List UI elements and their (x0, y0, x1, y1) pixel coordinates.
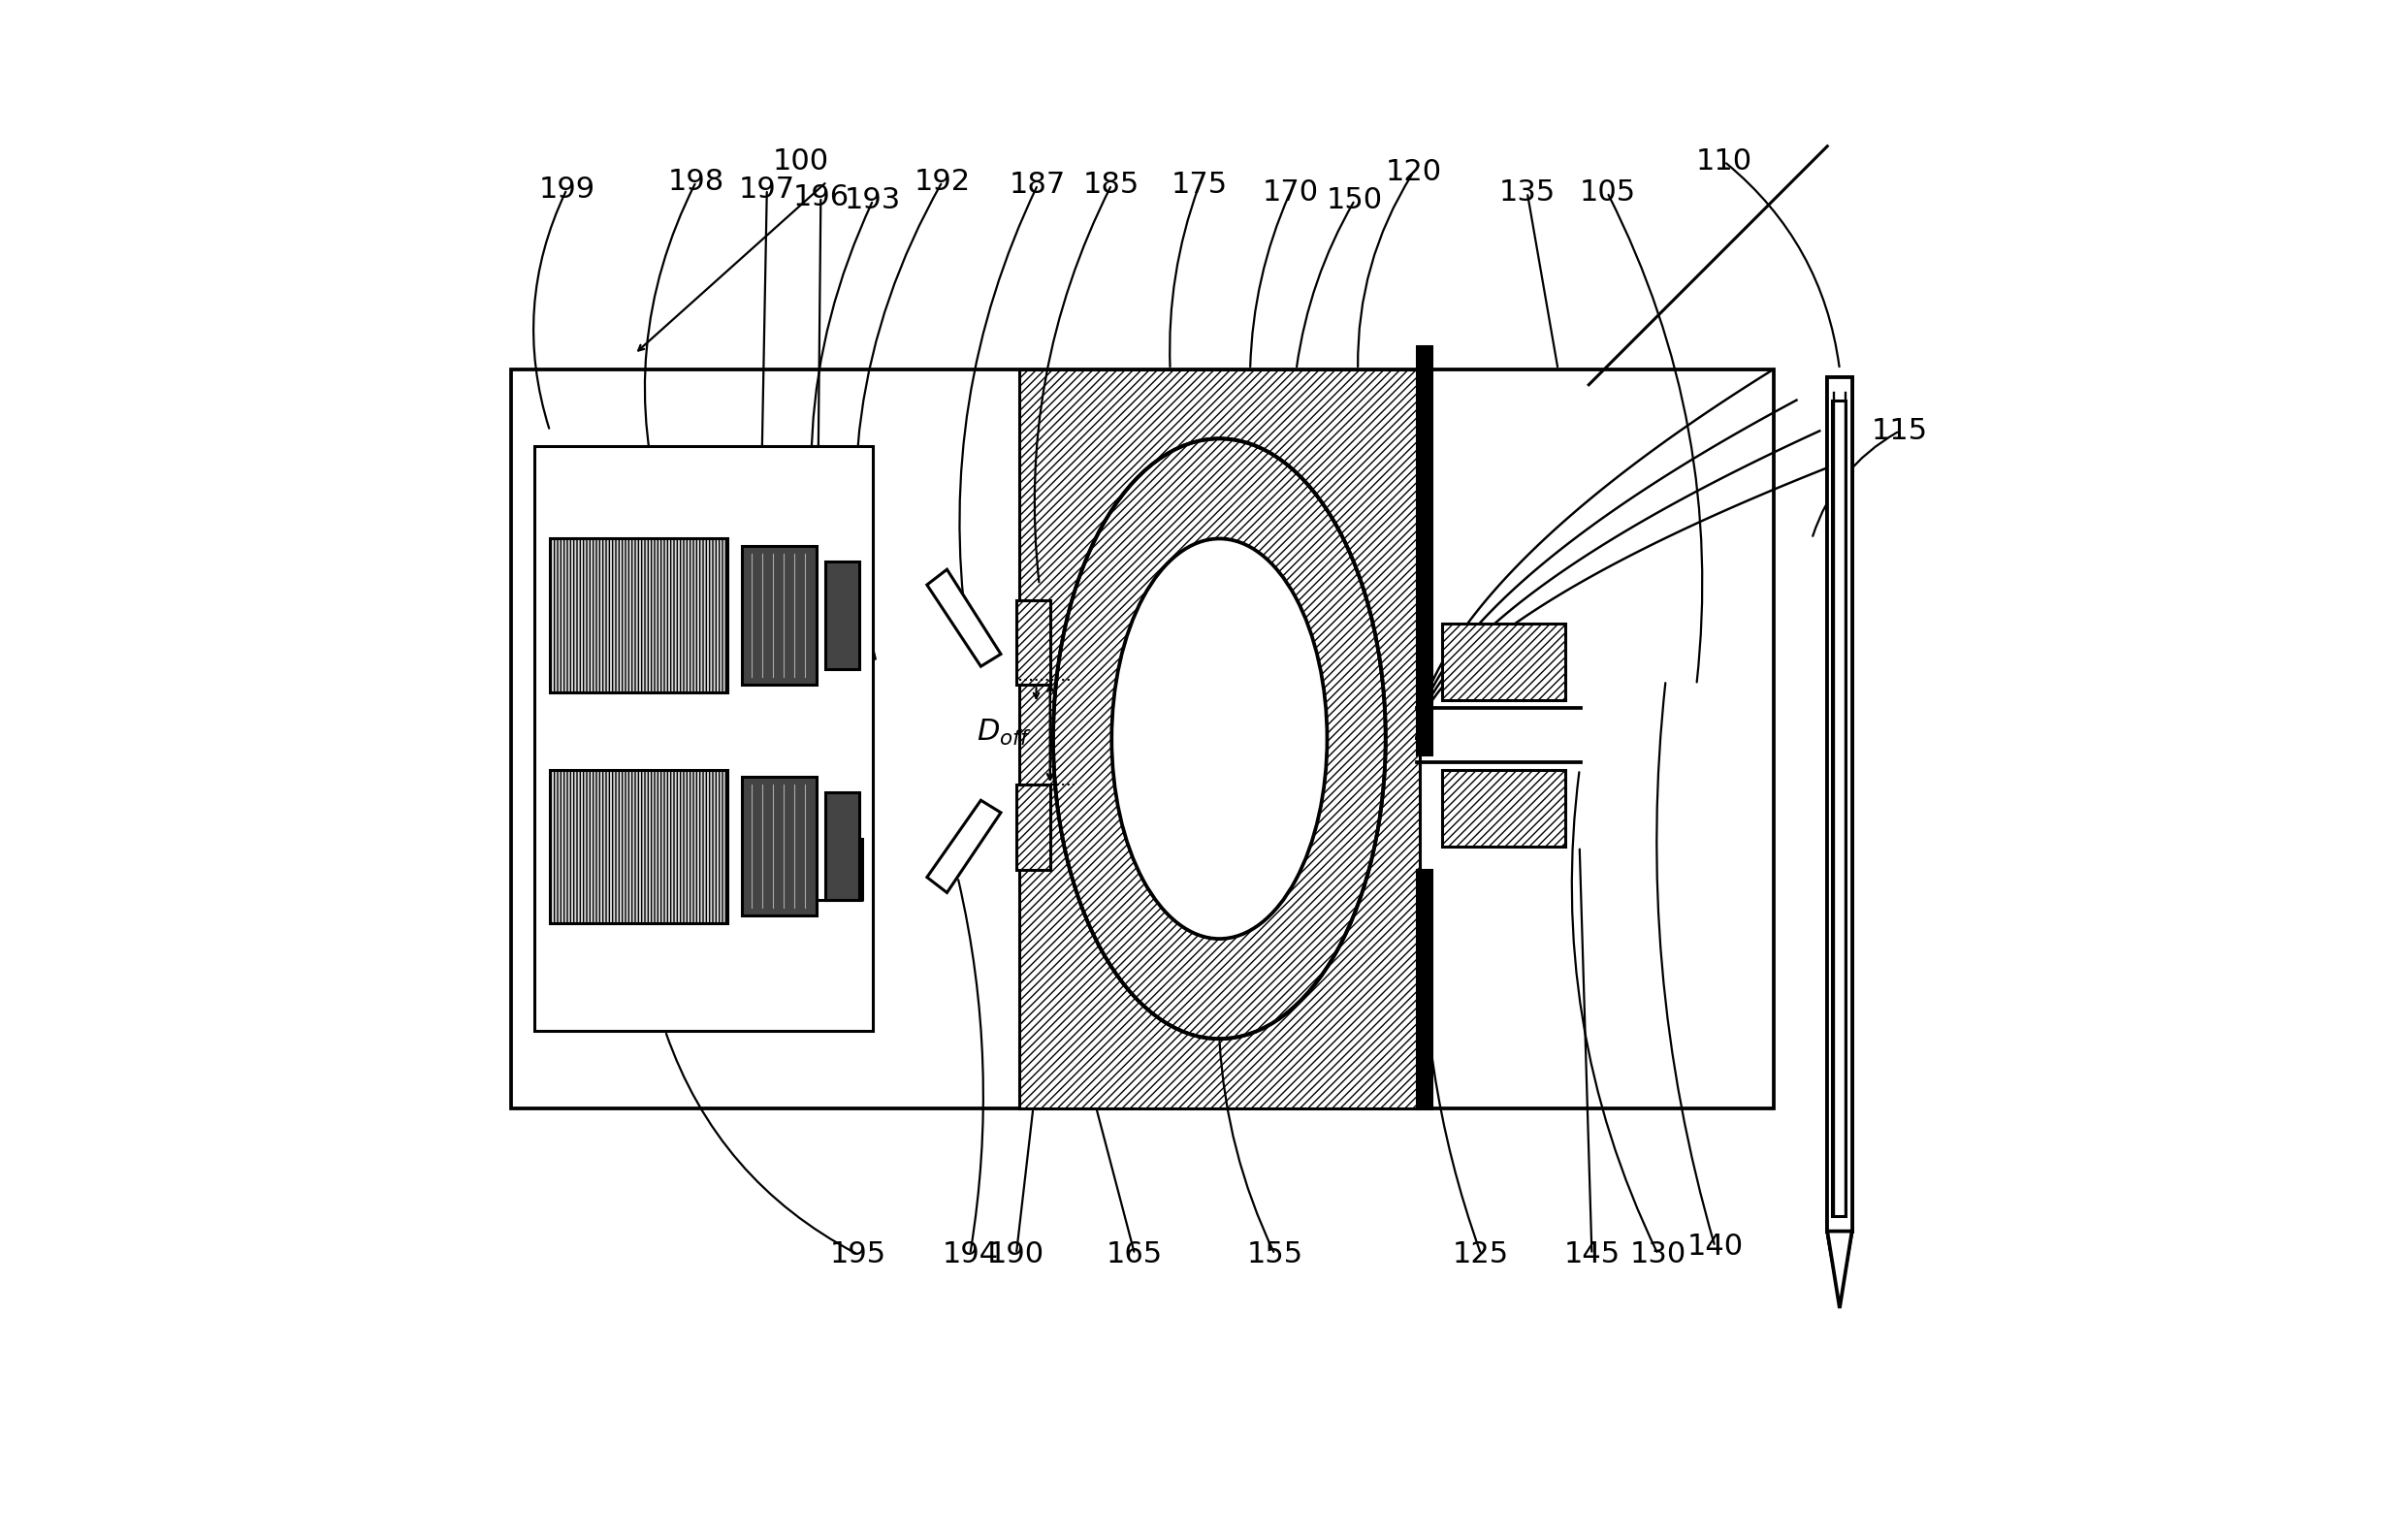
Text: $D_{off}$: $D_{off}$ (978, 717, 1031, 748)
Bar (742, 546, 816, 685)
Text: 115: 115 (1871, 417, 1929, 445)
Bar (1019, 369, 1418, 1108)
Text: 187: 187 (1009, 171, 1067, 199)
Text: 196: 196 (792, 183, 850, 211)
Bar (1016, 785, 1050, 870)
Text: 150: 150 (1327, 186, 1382, 214)
Text: 110: 110 (1695, 148, 1753, 175)
Polygon shape (927, 569, 1002, 666)
Text: 165: 165 (1108, 1240, 1163, 1268)
Bar (1828, 377, 1852, 1231)
Bar (826, 793, 860, 900)
Polygon shape (1828, 1231, 1852, 1308)
Text: 192: 192 (915, 168, 970, 195)
Polygon shape (1832, 400, 1847, 1216)
Bar (1442, 623, 1565, 700)
Text: 120: 120 (1385, 159, 1442, 186)
Text: 140: 140 (1686, 1233, 1743, 1260)
Polygon shape (1828, 385, 1849, 1231)
Bar (549, 539, 727, 693)
Text: 175: 175 (1170, 171, 1228, 199)
Text: 125: 125 (1452, 1240, 1510, 1268)
Text: 199: 199 (539, 175, 595, 203)
Polygon shape (927, 800, 1002, 893)
Text: 170: 170 (1262, 179, 1317, 206)
Text: 190: 190 (987, 1240, 1045, 1268)
Text: 105: 105 (1580, 179, 1635, 206)
Text: 197: 197 (739, 175, 795, 203)
Text: 194: 194 (942, 1240, 999, 1268)
Text: 198: 198 (667, 168, 725, 195)
Bar (1016, 600, 1050, 685)
Bar (742, 777, 816, 916)
Bar (826, 562, 860, 669)
Bar (535, 446, 874, 1031)
Ellipse shape (1052, 439, 1385, 1039)
Text: 145: 145 (1563, 1240, 1621, 1268)
Bar (1416, 346, 1433, 754)
Bar (510, 369, 1772, 1108)
Text: 100: 100 (773, 148, 828, 175)
Polygon shape (1828, 1231, 1849, 1293)
Bar (1416, 870, 1433, 1108)
Bar (1442, 770, 1565, 846)
Text: 185: 185 (1084, 171, 1139, 199)
Text: 195: 195 (828, 1240, 886, 1268)
Text: 155: 155 (1247, 1240, 1303, 1268)
Ellipse shape (1112, 539, 1327, 939)
Text: 193: 193 (845, 186, 901, 214)
Text: 130: 130 (1630, 1240, 1686, 1268)
Bar (549, 770, 727, 923)
Text: 135: 135 (1498, 179, 1556, 206)
